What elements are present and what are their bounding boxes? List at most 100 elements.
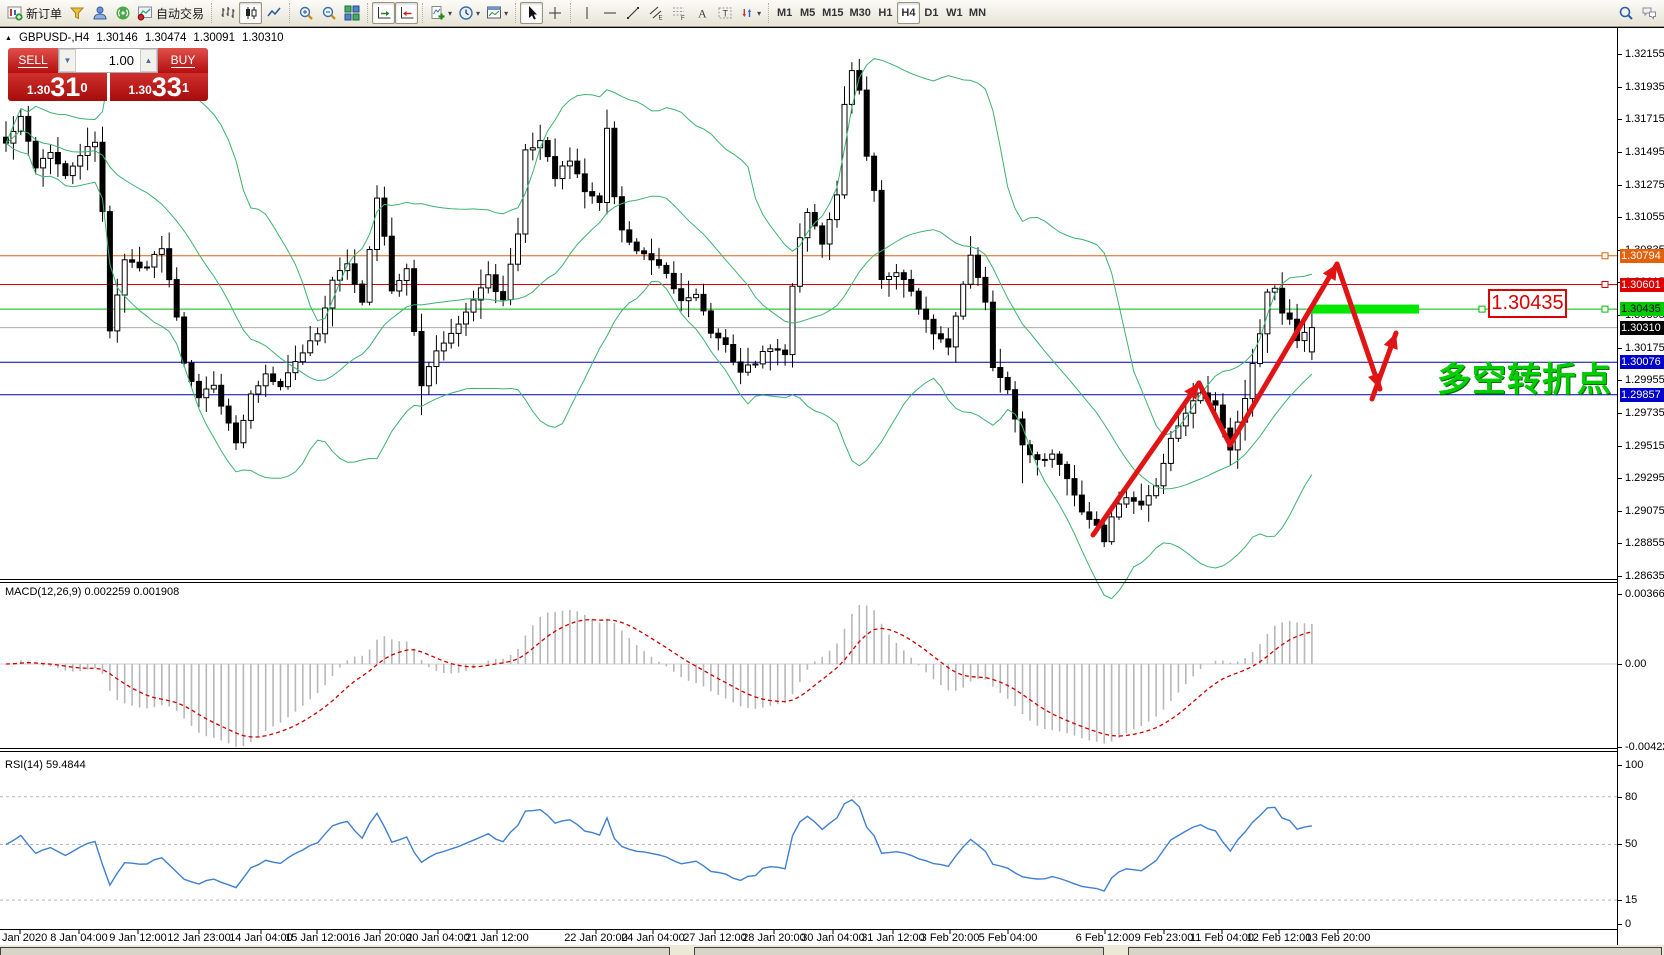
rsi-indicator-label: RSI(14) 59.4844 bbox=[5, 759, 86, 771]
timeframe-m5-button[interactable]: M5 bbox=[796, 2, 819, 24]
zoom-in-button[interactable] bbox=[294, 2, 317, 24]
macd-tick-label: 0.003667 bbox=[1625, 588, 1664, 600]
metaeditor-button[interactable] bbox=[65, 2, 88, 24]
horizontal-line-button[interactable] bbox=[598, 2, 621, 24]
timeframe-mn-button-label: MN bbox=[968, 7, 987, 19]
templates-icon bbox=[486, 5, 502, 21]
bars-button[interactable] bbox=[216, 2, 239, 24]
time-axis-label: 3 Feb 20:00 bbox=[920, 932, 980, 944]
zoom-out-button[interactable] bbox=[317, 2, 340, 24]
line-chart-button[interactable] bbox=[262, 2, 285, 24]
vertical-line-button[interactable] bbox=[575, 2, 598, 24]
volume-decrease-button[interactable]: ▼ bbox=[59, 49, 76, 72]
price-tick-label: 1.31495 bbox=[1625, 145, 1664, 158]
dropdown-caret-icon[interactable]: ▾ bbox=[476, 8, 481, 18]
dropdown-caret-icon[interactable]: ▾ bbox=[448, 8, 453, 18]
metaeditor-icon bbox=[69, 5, 85, 21]
toolbar-separator bbox=[515, 3, 517, 23]
chart-canvas[interactable] bbox=[0, 28, 1617, 946]
timeframe-m15-button[interactable]: M15 bbox=[819, 2, 846, 24]
periods-button[interactable]: ▾ bbox=[455, 2, 483, 24]
market-button[interactable] bbox=[88, 2, 111, 24]
indicators-icon bbox=[430, 5, 446, 21]
text-label-button[interactable]: T bbox=[713, 2, 736, 24]
chat-button[interactable] bbox=[1637, 2, 1660, 24]
chart-window[interactable]: 1.32155 1.31935 1.31715 1.31495 1.31275 1.310… bbox=[0, 27, 1664, 946]
autotrading-icon bbox=[137, 5, 153, 21]
search-button[interactable] bbox=[1614, 2, 1637, 24]
macd-tick bbox=[1618, 664, 1622, 665]
turning-point-annotation[interactable]: 多空转折点 bbox=[1437, 361, 1612, 399]
timeframe-m1-button[interactable]: M1 bbox=[773, 2, 796, 24]
price-tick-label: 1.29735 bbox=[1625, 406, 1664, 419]
timeframe-d1-button[interactable]: D1 bbox=[920, 2, 943, 24]
sell-button[interactable]: SELL bbox=[8, 48, 58, 73]
shapes-icon bbox=[739, 5, 755, 21]
crosshair-button[interactable] bbox=[543, 2, 566, 24]
minimized-window[interactable] bbox=[694, 947, 1104, 955]
new-order-icon bbox=[7, 5, 23, 21]
time-axis-label: 30 Jan 04:00 bbox=[801, 932, 865, 944]
price-level-badge: 1.30076 bbox=[1620, 355, 1664, 370]
buy-price[interactable]: 1.30 33 1 bbox=[109, 73, 208, 101]
chart-shift-button[interactable] bbox=[395, 2, 419, 24]
sell-price[interactable]: 1.30 31 0 bbox=[8, 73, 107, 101]
svg-text:F: F bbox=[681, 16, 685, 21]
price-tick bbox=[1618, 412, 1622, 414]
timeframe-m30-button[interactable]: M30 bbox=[847, 2, 874, 24]
cursor-button[interactable] bbox=[520, 2, 544, 24]
rsi-tick-label: 80 bbox=[1625, 791, 1638, 803]
collapse-icon[interactable]: ▲ bbox=[5, 34, 12, 42]
autotrading-button-label: 自动交易 bbox=[156, 6, 205, 21]
trend-arrow-segment bbox=[1196, 380, 1233, 448]
dropdown-caret-icon[interactable]: ▾ bbox=[504, 8, 509, 18]
price-callout-box[interactable]: 1.30435 bbox=[1488, 289, 1567, 318]
autotrading-button[interactable]: 自动交易 bbox=[134, 2, 207, 24]
signals-button[interactable] bbox=[111, 2, 134, 24]
timeframe-h1-button[interactable]: H1 bbox=[874, 2, 897, 24]
timeframe-w1-button[interactable]: W1 bbox=[943, 2, 966, 24]
bollinger-band-line bbox=[5, 142, 1313, 600]
buy-price-sup: 1 bbox=[181, 80, 190, 95]
minimized-window[interactable] bbox=[1128, 947, 1662, 955]
trend-arrow-head bbox=[1383, 333, 1398, 350]
buy-button[interactable]: BUY bbox=[158, 48, 208, 73]
dropdown-caret-icon[interactable]: ▾ bbox=[757, 8, 762, 18]
price-tick-label: 1.28635 bbox=[1625, 570, 1664, 582]
trendline-button[interactable] bbox=[621, 2, 644, 24]
time-axis-label: 27 Jan 12:00 bbox=[683, 932, 747, 944]
templates-button[interactable]: ▾ bbox=[483, 2, 511, 24]
toolbar-separator bbox=[289, 3, 291, 23]
price-tick-label: 1.29075 bbox=[1625, 504, 1664, 517]
volume-input[interactable]: 1.00 bbox=[108, 53, 134, 68]
rsi-tick bbox=[1618, 765, 1622, 766]
timeframe-m30-button-label: M30 bbox=[849, 7, 871, 19]
search-icon bbox=[1618, 5, 1634, 21]
timeframe-mn-button[interactable]: MN bbox=[966, 2, 989, 24]
price-tick bbox=[1618, 576, 1622, 577]
trendline-icon bbox=[625, 5, 641, 21]
rsi-line bbox=[5, 798, 1313, 892]
indicators-button[interactable]: ▾ bbox=[427, 2, 455, 24]
arrows-button[interactable]: ▾ bbox=[736, 2, 764, 24]
price-tick-label: 1.29515 bbox=[1625, 439, 1664, 452]
fibonacci-button[interactable]: F bbox=[667, 2, 690, 24]
auto-scroll-button[interactable] bbox=[372, 2, 396, 24]
timeframe-m15-button-label: M15 bbox=[822, 7, 844, 19]
equidistant-channel-button[interactable]: E bbox=[644, 2, 667, 24]
bollinger-band-line bbox=[5, 58, 1313, 436]
bars-icon bbox=[220, 5, 236, 21]
minimized-window[interactable] bbox=[0, 947, 670, 955]
time-axis-label: 20 Jan 04:00 bbox=[406, 932, 470, 944]
tile-windows-button[interactable] bbox=[340, 2, 363, 24]
text-button[interactable]: A bbox=[690, 2, 713, 24]
timeframe-h4-button[interactable]: H4 bbox=[896, 2, 920, 24]
candles-button[interactable] bbox=[239, 2, 263, 24]
market-icon bbox=[92, 5, 108, 21]
new-order-button[interactable]: 新订单 bbox=[4, 2, 65, 24]
volume-increase-button[interactable]: ▲ bbox=[140, 49, 157, 72]
time-axis-label: 24 Jan 04:00 bbox=[621, 932, 685, 944]
macd-tick-label: 0.00 bbox=[1625, 658, 1647, 670]
time-axis-label: 9 Jan 12:00 bbox=[109, 932, 167, 944]
